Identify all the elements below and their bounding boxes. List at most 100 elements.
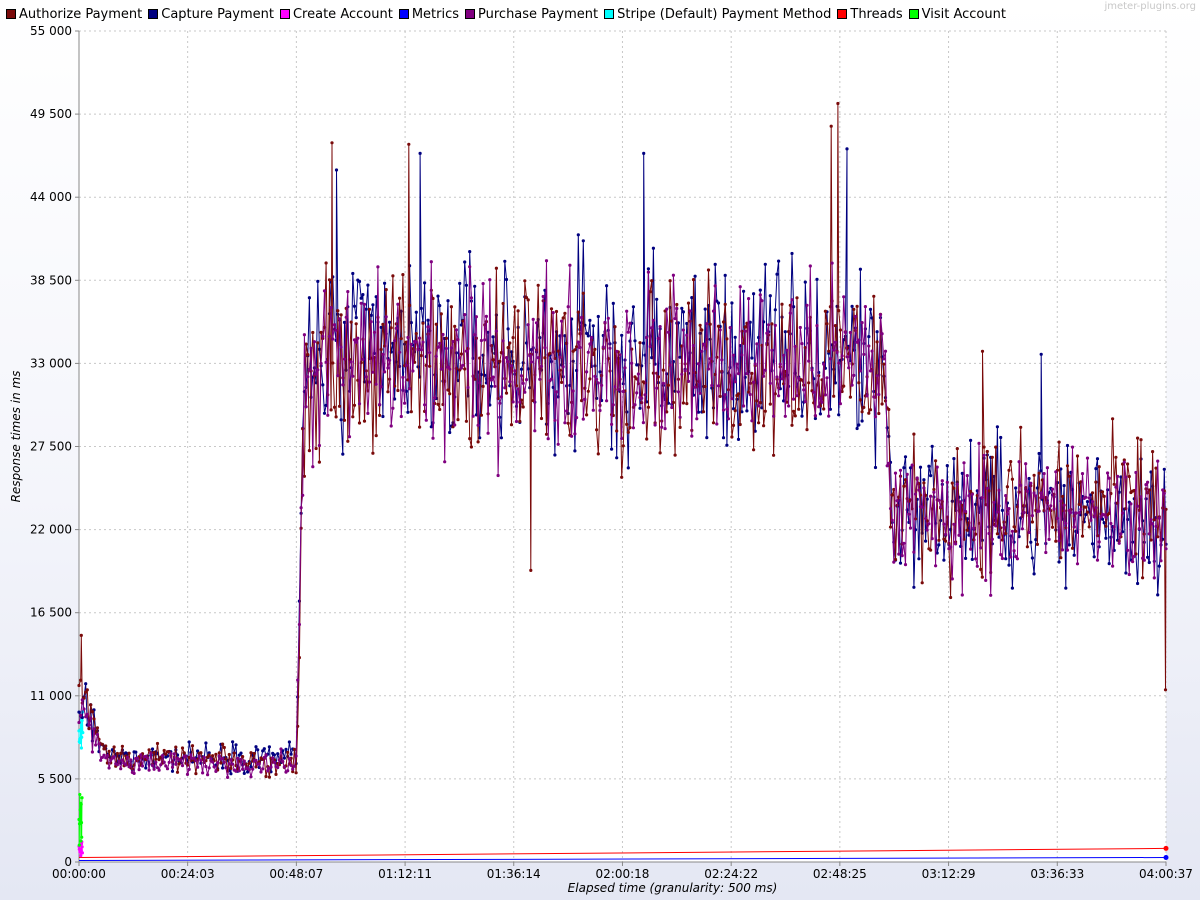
data-point [852,307,856,311]
data-point [765,331,769,335]
data-point [217,754,221,758]
data-point [448,392,452,396]
data-point [1007,563,1011,567]
data-point [797,376,801,381]
data-point [112,755,116,759]
data-point [770,322,774,326]
data-point [523,279,527,283]
data-point [925,528,929,532]
data-point [1035,486,1039,490]
data-point [875,340,879,344]
data-point [929,474,933,478]
data-point [170,765,175,769]
data-point [556,349,560,353]
data-point [750,356,754,360]
data-point [227,752,231,757]
data-point [995,425,1000,429]
data-point [757,404,761,408]
data-point [90,710,94,714]
data-point [778,362,782,366]
data-point [491,335,495,339]
data-point [907,512,911,516]
data-point [391,274,395,278]
series-visit-account [77,792,84,847]
data-point [77,710,81,714]
data-point [823,309,828,313]
data-point [970,492,974,496]
data-point [713,262,717,266]
data-point [1087,496,1091,500]
data-point [132,771,136,776]
data-point [281,759,285,764]
data-point [857,338,861,342]
data-point [813,416,818,421]
data-point [336,374,340,378]
data-point [359,296,363,300]
data-point [78,792,82,797]
data-point [1062,503,1066,507]
data-point [367,380,372,384]
data-point [234,743,238,747]
data-point [1122,458,1126,462]
x-tick-label: 02:24:22 [704,867,758,881]
data-point [481,384,485,388]
data-point [538,336,542,340]
data-point [241,755,245,759]
data-point [1047,537,1051,542]
data-point [1040,495,1044,499]
data-point [316,368,320,372]
data-point [740,410,744,414]
data-point [1085,510,1090,514]
data-point [600,383,604,387]
data-point [994,524,998,528]
data-point [264,753,268,757]
data-point [254,765,258,769]
data-point [1065,464,1070,468]
data-point [506,360,510,364]
data-point [595,377,599,381]
data-point [227,762,231,766]
data-point [1134,552,1138,556]
data-point [1039,469,1043,473]
data-point [524,296,529,300]
data-point [361,293,365,297]
data-point [334,328,338,332]
legend-swatch [465,9,476,19]
data-point [145,756,150,760]
data-point [585,331,589,335]
data-point [900,554,904,558]
data-point [1137,527,1141,531]
data-point [987,489,991,493]
data-point [164,764,168,768]
data-point [443,460,447,464]
data-point [1094,480,1098,484]
data-point [319,361,323,366]
data-point [560,319,564,323]
data-point [822,362,826,366]
y-tick-label: 22 000 [30,523,72,537]
data-point [877,411,881,416]
data-point [78,808,82,812]
data-point [767,323,771,327]
data-point [493,384,497,388]
y-axis-label: Response times in ms [9,371,23,503]
data-point [202,755,206,760]
data-point [1109,535,1113,539]
data-point [693,385,697,389]
data-point [428,364,432,368]
data-point [509,423,514,427]
data-point [396,388,400,393]
data-point [646,267,651,271]
y-tick-label: 27 500 [30,440,72,454]
data-point [441,332,445,337]
data-point [1095,558,1100,562]
data-point [1034,494,1038,498]
data-point [506,346,510,350]
data-point [337,404,342,408]
data-point [464,283,468,287]
data-point [1055,516,1060,521]
legend-swatch [908,9,919,19]
data-point [658,451,662,455]
data-point [895,499,899,503]
data-point [352,304,357,308]
